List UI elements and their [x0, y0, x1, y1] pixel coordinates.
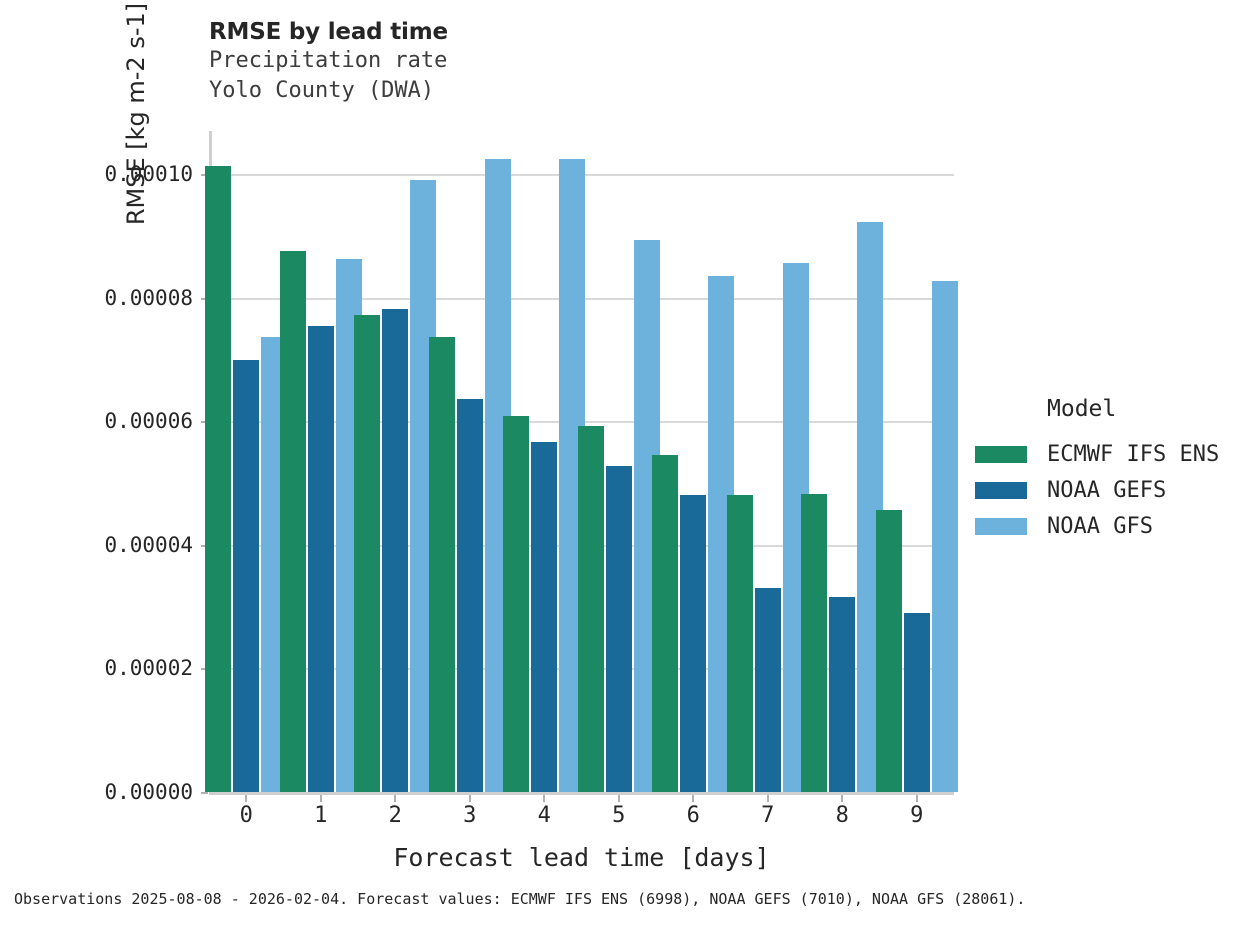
- y-tick-label: 0.00006: [104, 409, 193, 434]
- y-tick-mark: [201, 792, 208, 794]
- x-tick-mark: [915, 795, 918, 802]
- x-tick-label: 3: [463, 803, 477, 828]
- bar: [205, 166, 232, 792]
- bar: [931, 281, 958, 792]
- x-tick-label: 0: [239, 803, 253, 828]
- legend: Model ECMWF IFS ENS NOAA GEFS NOAA GFS: [975, 396, 1219, 544]
- bar: [503, 416, 530, 792]
- bar: [531, 441, 558, 792]
- chart-subtitle-variable: Precipitation rate: [209, 48, 448, 73]
- bar: [428, 336, 455, 792]
- y-tick-mark: [201, 174, 208, 177]
- y-tick-mark: [201, 297, 208, 300]
- x-tick-mark: [766, 795, 769, 802]
- chart-subtitle-location: Yolo County (DWA): [209, 78, 435, 103]
- y-tick-label: 0.00002: [104, 656, 193, 681]
- x-tick-mark: [617, 795, 620, 802]
- bars-layer: [205, 131, 958, 792]
- y-tick-mark: [201, 668, 208, 671]
- x-tick-mark: [319, 795, 322, 802]
- footnote: Observations 2025-08-08 - 2026-02-04. Fo…: [14, 890, 1026, 908]
- bar: [233, 360, 260, 792]
- bar: [456, 398, 483, 792]
- bar: [354, 315, 381, 792]
- x-tick-label: 6: [686, 803, 700, 828]
- x-tick-label: 9: [910, 803, 924, 828]
- bar: [307, 325, 334, 792]
- bar: [726, 494, 753, 792]
- x-tick-mark: [841, 795, 844, 802]
- bar: [801, 494, 828, 792]
- legend-swatch-icon: [975, 517, 1027, 535]
- legend-item-label: NOAA GEFS: [1047, 477, 1167, 503]
- legend-swatch-icon: [975, 481, 1027, 499]
- y-tick-label: 0.00000: [104, 780, 193, 804]
- legend-item[interactable]: ECMWF IFS ENS: [975, 436, 1219, 472]
- y-tick-label: 0.00010: [104, 162, 193, 187]
- page-title: RMSE by lead time: [209, 19, 448, 45]
- bar: [829, 596, 856, 792]
- bar: [279, 251, 306, 792]
- bar: [605, 465, 632, 792]
- bar: [652, 455, 679, 792]
- legend-item-label: ECMWF IFS ENS: [1047, 441, 1220, 467]
- y-tick-label: 0.00008: [104, 285, 193, 310]
- x-tick-label: 1: [314, 803, 328, 828]
- x-tick-mark: [692, 795, 695, 802]
- x-tick-mark: [543, 795, 546, 802]
- x-tick-mark: [394, 795, 397, 802]
- bar: [903, 612, 930, 792]
- legend-title: Model: [1047, 396, 1117, 422]
- legend-item[interactable]: NOAA GEFS: [975, 472, 1219, 508]
- bar: [875, 510, 902, 792]
- bar: [382, 308, 409, 792]
- x-tick-label: 7: [761, 803, 775, 828]
- legend-items: ECMWF IFS ENS NOAA GEFS NOAA GFS: [975, 436, 1219, 544]
- x-tick-label: 4: [537, 803, 551, 828]
- title-block: RMSE by lead time Precipitation rate Yol…: [209, 18, 909, 106]
- y-tick-mark: [201, 544, 208, 547]
- x-tick-label: 2: [388, 803, 402, 828]
- x-tick-mark: [468, 795, 471, 802]
- x-axis-spine: [209, 792, 954, 795]
- x-tick-mark: [245, 795, 248, 802]
- y-tick-mark: [201, 421, 208, 424]
- plot-axes: 0.00000 0.00002 0.00004 0.00006 0.00008 0.000…: [104, 131, 958, 828]
- y-tick-label: 0.00004: [104, 532, 193, 557]
- legend-item-label: NOAA GFS: [1047, 513, 1153, 539]
- bar: [754, 587, 781, 792]
- x-tick-label: 8: [835, 803, 849, 828]
- bar: [577, 425, 604, 792]
- x-axis-title: Forecast lead time [days]: [393, 843, 770, 872]
- legend-item[interactable]: NOAA GFS: [975, 508, 1219, 544]
- bar: [680, 495, 707, 792]
- x-tick-label: 5: [612, 803, 626, 828]
- y-axis-title: RMSE [kg m-2 s-1]: [122, 2, 150, 226]
- legend-swatch-icon: [975, 445, 1027, 463]
